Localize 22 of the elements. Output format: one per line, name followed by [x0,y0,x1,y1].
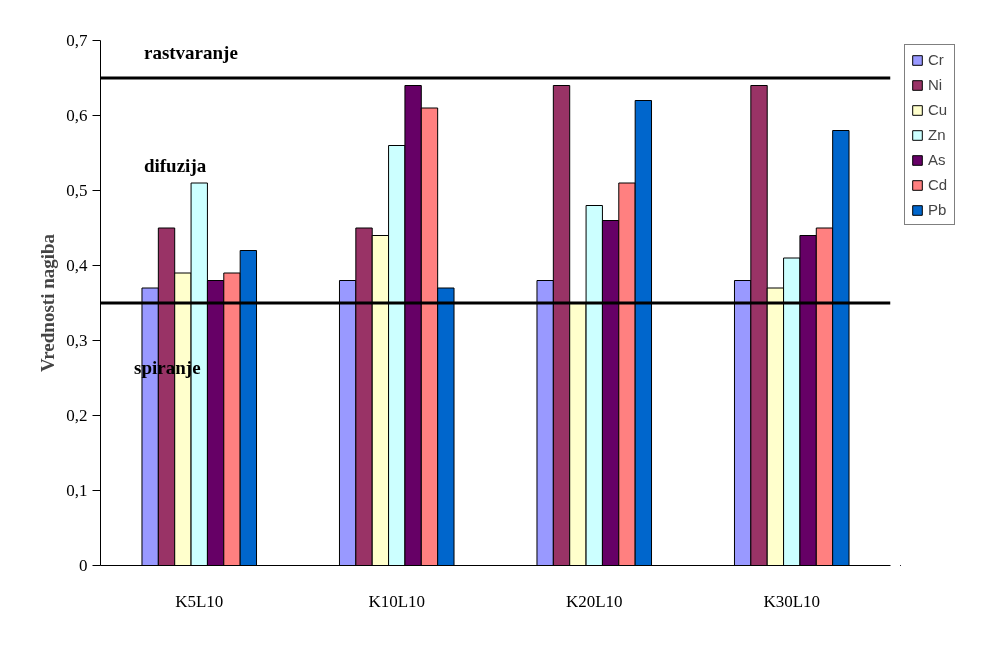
y-tick-label: 0,7 [66,31,88,50]
x-tick-label: K20L10 [565,591,623,611]
y-tick-label: 0,3 [66,331,88,350]
annotation: rastvaranje [143,42,238,63]
legend-label: Ni [928,76,944,93]
legend-label: Pb [928,201,948,218]
legend-label: Cr [928,51,945,68]
legend-label: Cd [928,176,948,193]
x-tick-label: K10L10 [368,591,426,611]
y-tick-label: 0,6 [66,106,88,125]
legend-label: As [928,151,947,168]
x-tick-label: K30L10 [763,591,821,611]
legend-label: Zn [928,126,947,143]
y-tick-label: 0,2 [66,406,88,425]
y-axis-title: Vrednosti nagiba [37,233,59,373]
legend-label: Cu [928,101,948,118]
x-tick-label: K5L10 [175,591,224,611]
annotation: difuzija [143,154,207,176]
y-tick-label: 0,1 [66,481,88,500]
y-tick-label: 0,5 [66,181,88,200]
y-tick-label: 0 [79,556,88,575]
y-tick-label: 0,4 [66,256,88,275]
